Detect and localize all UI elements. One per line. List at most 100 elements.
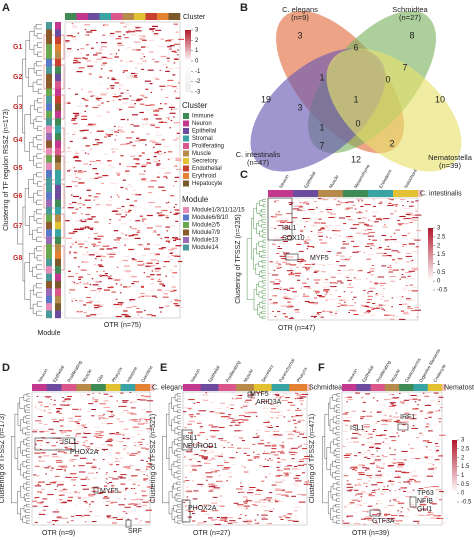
heatmap-cell [424,457,428,459]
dendrogram-branch [261,209,266,213]
panel-letter: F [318,362,325,374]
heatmap-cell [264,445,271,447]
heatmap-cell [390,393,392,395]
heatmap-cell [130,401,137,403]
heatmap-cell [327,207,331,209]
heatmap-cell [120,216,126,218]
panel-letter: E [160,362,167,374]
category-strip [343,190,369,197]
heatmap-cell [120,131,125,133]
heatmap-cell [370,492,376,494]
heatmap-cell [84,225,91,227]
heatmap-cell [125,488,127,490]
heatmap-cell [34,521,38,523]
heatmap-cell [166,85,173,87]
venn-count: 7 [319,140,324,150]
heatmap-cell [321,250,328,252]
heatmap-cell [277,414,284,416]
heatmap-cell [160,311,162,313]
heatmap-cell [374,489,379,491]
heatmap-cell [295,409,302,411]
heatmap-cell [269,289,275,291]
heatmap-cell [175,158,182,160]
x-axis-label: OTR (n=39) [352,530,389,537]
heatmap-cell [271,444,277,446]
heatmap-cell [358,474,366,475]
heatmap-cell [303,443,308,445]
heatmap-cell [363,436,367,438]
heatmap-cell [435,451,439,453]
venn-set-label: Schmidtea [392,5,428,14]
heatmap-cell [175,31,179,33]
heatmap-cell [77,202,83,204]
category-strip [76,384,92,391]
heatmap-cell [366,415,373,417]
heatmap-cell [387,474,389,476]
heatmap-cell [305,221,309,223]
heatmap-cell [433,392,439,394]
heatmap-cell [142,39,147,41]
heatmap-cell [262,423,264,425]
heatmap-cell [299,458,304,460]
heatmap-cell [184,464,191,466]
heatmap-cell [120,22,125,24]
heatmap-cell [56,517,64,519]
heatmap-cell [287,256,294,258]
heatmap-cell [170,119,173,122]
heatmap-cell [375,435,383,437]
heatmap-cell [192,468,196,470]
heatmap-cell [427,442,433,443]
heatmap-cell [127,46,131,49]
heatmap-cell [173,91,178,93]
heatmap-cell [372,508,380,510]
cluster-strip [145,13,158,20]
heatmap-cell [107,253,112,255]
heatmap-cell [89,132,92,134]
heatmap-cell [249,487,256,488]
heatmap-cell [145,104,152,106]
heatmap-cell [389,490,391,492]
heatmap-cell [87,153,90,155]
heatmap-cell [130,193,136,196]
heatmap-cell [103,393,109,395]
gene-annotation: PHOX2A [70,449,99,456]
heatmap-cell [158,150,161,152]
heatmap-cell [120,474,127,476]
heatmap-cell [382,255,388,257]
heatmap-cell [330,298,336,300]
heatmap-cell [269,458,271,460]
heatmap-background [341,391,443,526]
heatmap-cell [60,502,67,504]
heatmap-cell [247,523,251,525]
heatmap-cell [111,522,117,524]
heatmap-cell [397,416,404,418]
heatmap-cell [111,148,113,150]
legend-swatch [183,222,189,228]
heatmap-cell [356,521,358,523]
heatmap-cell [124,244,126,246]
dendrogram-branch [262,199,266,203]
category-strip [289,384,308,391]
heatmap-cell [294,510,298,512]
heatmap-cell [115,306,122,308]
heatmap-cell [97,235,104,237]
heatmap-cell [131,283,135,285]
venn-count: 1 [319,72,324,82]
heatmap-cell [188,399,195,401]
heatmap-cell [286,306,292,308]
colorbar-tick-label: 2 [195,38,199,44]
heatmap-cell [116,242,121,244]
heatmap-cell [116,266,119,268]
heatmap-cell [345,236,348,238]
colorbar-tick-label: 2.5 [461,446,470,452]
heatmap-cell [397,435,400,437]
heatmap-cell [295,475,301,477]
heatmap-cell [78,276,84,278]
heatmap-cell [161,139,165,141]
heatmap-cell [81,424,86,426]
heatmap-cell [282,297,289,299]
heatmap-cell [109,219,111,221]
heatmap-cell [413,407,416,409]
heatmap-cell [73,231,78,233]
heatmap-cell [164,289,171,291]
